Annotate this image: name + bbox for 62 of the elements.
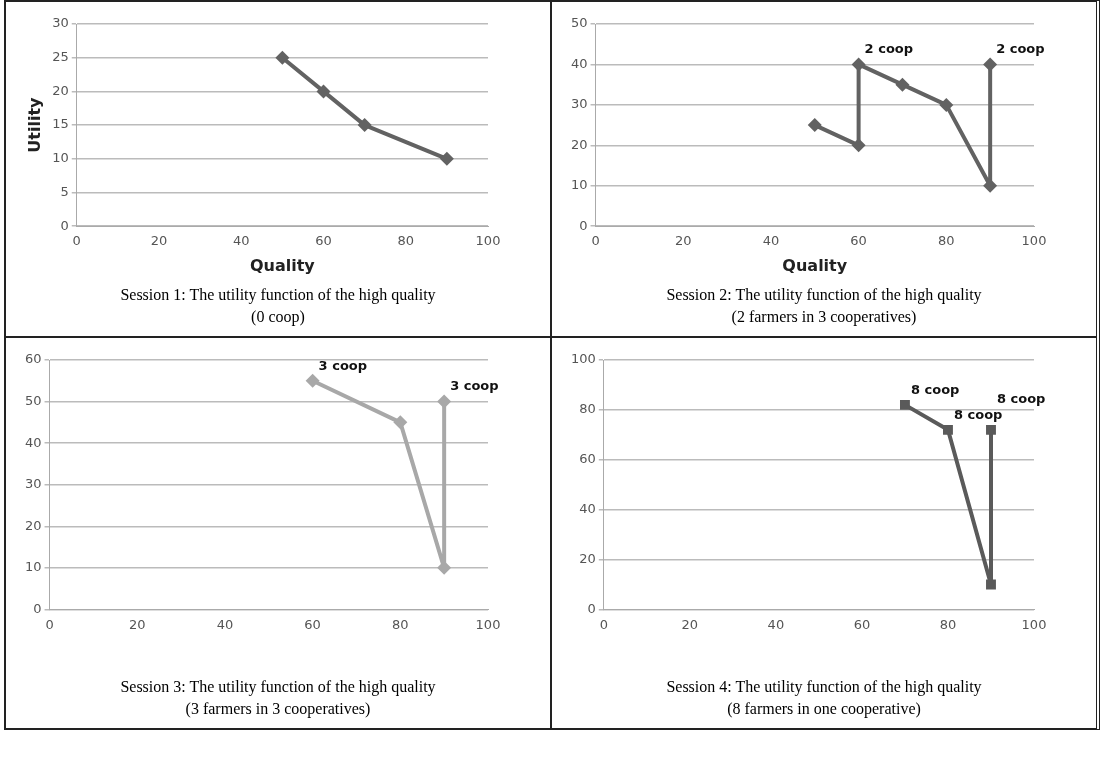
- y-tick-label: 30: [25, 476, 42, 492]
- y-tick-label: 100: [570, 351, 596, 367]
- y-tick-label: 20: [571, 136, 588, 152]
- y-tick-label: 20: [52, 82, 69, 98]
- text: Session 3: The utility function of the high quality (3 farmers in 3 cooperatives): [119, 677, 437, 720]
- x-tick-label: 60: [304, 616, 321, 632]
- y-tick-label: 0: [587, 600, 596, 616]
- x-tick-label: 20: [128, 616, 146, 632]
- x-axis-title: Quality: [782, 255, 848, 275]
- annotation: 8 coop: [953, 406, 1003, 422]
- y-tick-label: 60: [579, 451, 596, 467]
- y-tick-label: 50: [25, 392, 42, 408]
- x-tick-label: 80: [938, 233, 955, 249]
- y-tick-label: 5: [60, 183, 69, 199]
- y-tick-label: 40: [571, 55, 588, 71]
- x-tick-label: 40: [232, 233, 250, 249]
- annotation: 3 coop: [450, 378, 499, 394]
- y-tick-label: 25: [52, 49, 69, 65]
- y-tick-label: 80: [579, 401, 596, 417]
- y-tick-label: 60: [25, 351, 42, 367]
- y-tick-label: 50: [571, 15, 588, 31]
- x-tick-label: 100: [1021, 616, 1047, 632]
- y-tick-label: 30: [571, 96, 588, 112]
- annotation: 2 coop: [996, 41, 1045, 57]
- y-axis-title: Utility: [24, 96, 44, 153]
- annotation: 8 coop: [910, 381, 960, 397]
- x-tick-label: 60: [853, 616, 871, 632]
- text: Session 1: The utility function of the high quality (0 coop): [119, 285, 437, 328]
- x-tick-label: 80: [939, 616, 957, 632]
- x-tick-label: 100: [475, 233, 501, 249]
- x-tick-label: 0: [599, 616, 608, 632]
- y-tick-label: 20: [25, 517, 42, 533]
- y-tick-label: 15: [52, 116, 69, 132]
- x-tick-label: 20: [150, 233, 168, 249]
- x-tick-label: 60: [315, 233, 332, 249]
- y-tick-label: 0: [579, 217, 588, 233]
- x-tick-label: 80: [392, 616, 409, 632]
- y-tick-label: 0: [60, 217, 69, 233]
- x-tick-label: 40: [767, 616, 785, 632]
- x-axis-title: Quality: [249, 255, 316, 275]
- y-tick-label: 30: [52, 15, 69, 31]
- annotation: 2 coop: [864, 41, 914, 57]
- y-tick-label: 0: [33, 600, 42, 616]
- annotation: 8 coop: [996, 390, 1046, 406]
- x-tick-label: 0: [72, 233, 81, 249]
- x-tick-label: 100: [475, 616, 501, 632]
- y-tick-label: 40: [579, 501, 596, 517]
- y-tick-label: 20: [579, 550, 596, 566]
- x-tick-label: 60: [850, 233, 867, 249]
- y-tick-label: 10: [52, 150, 69, 166]
- x-tick-label: 100: [1021, 233, 1047, 249]
- x-tick-label: 20: [674, 233, 692, 249]
- x-tick-label: 20: [681, 616, 699, 632]
- x-tick-label: 80: [397, 233, 415, 249]
- y-tick-label: 10: [25, 559, 42, 575]
- x-tick-label: 40: [762, 233, 780, 249]
- y-tick-label: 10: [571, 177, 588, 193]
- text: Session 2: The utility function of the high quality (2 farmers in 3 cooperatives): [665, 285, 983, 328]
- annotation: 3 coop: [318, 357, 368, 373]
- y-tick-label: 40: [25, 434, 42, 450]
- text: Session 4: The utility function of the high quality (8 farmers in one cooperative): [665, 677, 983, 720]
- x-tick-label: 40: [216, 616, 234, 632]
